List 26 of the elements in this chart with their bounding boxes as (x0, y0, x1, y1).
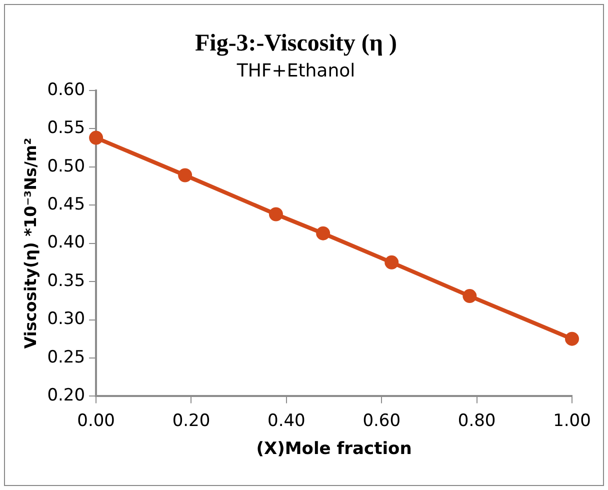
x-tick-label: 0.20 (172, 410, 210, 431)
y-tick-label: 0.20 (47, 386, 86, 406)
x-axis-title: (X)Mole fraction (256, 439, 412, 460)
chart-subtitle: THF+Ethanol (236, 60, 356, 82)
y-tick-label: 0.25 (47, 347, 86, 368)
point (565, 332, 579, 346)
x-tick-label: 0.00 (77, 410, 115, 431)
x-tick-label: 0.60 (362, 410, 401, 431)
y-tick-label: 0.40 (47, 232, 86, 253)
y-tick-label: 0.30 (47, 309, 86, 330)
x-tick-label: 0.40 (268, 410, 306, 431)
point (268, 207, 283, 222)
point (89, 130, 104, 145)
point (316, 226, 330, 240)
y-tick-label: 0.45 (47, 194, 86, 214)
y-tick-label: 0.60 (47, 80, 86, 100)
point (178, 168, 192, 182)
point (462, 289, 477, 304)
y-tick-label: 0.55 (47, 118, 86, 138)
x-tick-label: 1.00 (553, 410, 591, 431)
y-tick-label: 0.50 (47, 156, 86, 176)
x-tick-label: 0.80 (458, 410, 496, 431)
y-tick-label: 0.35 (47, 270, 86, 291)
point (384, 255, 399, 270)
chart-title: Fig-3:-Viscosity (η ) (194, 30, 398, 57)
y-axis-title: Viscosity(η) *10⁻³Ns/m² (20, 138, 40, 349)
